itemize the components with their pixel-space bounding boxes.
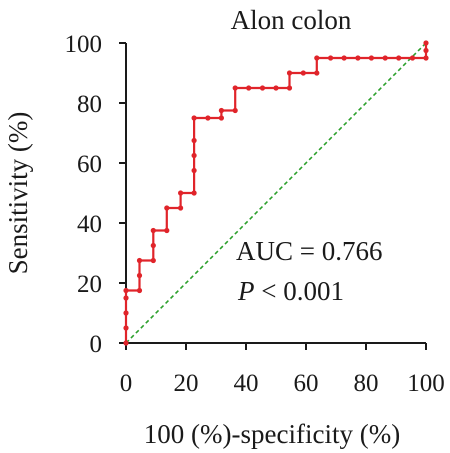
roc-point [273, 85, 279, 91]
p-value-text: < 0.001 [255, 276, 344, 306]
roc-point [423, 47, 429, 54]
y-tick-label: 20 [77, 271, 102, 298]
p-value-annotation: P < 0.001 [237, 276, 344, 306]
roc-point [191, 152, 197, 159]
roc-point [191, 167, 197, 174]
roc-point [409, 55, 416, 61]
y-tick-label: 0 [90, 331, 103, 358]
roc-point [286, 85, 293, 91]
roc-point [259, 85, 266, 91]
roc-point [123, 325, 129, 331]
roc-point [136, 272, 143, 279]
roc-point [191, 115, 197, 121]
x-tick-label: 40 [234, 370, 259, 397]
roc-point [368, 55, 374, 61]
roc-point [191, 137, 197, 144]
axis-ticks [119, 42, 427, 350]
roc-point [178, 205, 184, 211]
roc-point [150, 242, 156, 249]
roc-point [123, 295, 129, 301]
roc-point [246, 85, 252, 91]
y-tick-label: 40 [77, 211, 102, 238]
x-tick-labels: 0 20 40 60 80 100 [120, 370, 445, 397]
y-tick-label: 80 [77, 91, 102, 118]
roc-point [178, 190, 184, 196]
roc-point [423, 40, 429, 46]
roc-point [286, 70, 293, 76]
roc-point [423, 55, 429, 61]
roc-point [328, 55, 334, 61]
roc-point [191, 190, 197, 196]
x-tick-label: 60 [294, 370, 319, 397]
x-axis-label: 100 (%)-specificity (%) [144, 419, 400, 449]
x-tick-label: 80 [354, 370, 379, 397]
roc-point [355, 55, 361, 61]
roc-point [314, 55, 320, 61]
p-symbol: P [237, 276, 255, 306]
y-tick-label: 100 [65, 31, 103, 58]
y-axis-label: Sensitivity (%) [3, 112, 33, 275]
roc-point [300, 70, 306, 76]
roc-point [136, 257, 143, 264]
roc-point [136, 287, 143, 294]
roc-point [341, 55, 347, 61]
y-tick-labels: 0 20 40 60 80 100 [65, 31, 103, 358]
x-tick-label: 20 [174, 370, 199, 397]
x-tick-label: 100 [407, 370, 445, 397]
roc-point [218, 115, 224, 121]
x-tick-label: 0 [120, 370, 133, 397]
roc-point [123, 287, 129, 294]
roc-point [164, 205, 170, 211]
chart-title: Alon colon [231, 5, 352, 35]
series-layer [123, 40, 429, 346]
y-tick-label: 60 [77, 151, 102, 178]
roc-point [396, 55, 402, 61]
roc-point [123, 310, 129, 316]
roc-point [314, 70, 320, 76]
roc-point [232, 107, 238, 114]
reference-diagonal-line [125, 42, 427, 344]
roc-point [150, 227, 156, 234]
auc-annotation: AUC = 0.766 [236, 236, 382, 266]
roc-point [232, 85, 238, 91]
roc-point [218, 107, 224, 114]
roc-point [164, 227, 170, 234]
roc-point [205, 115, 211, 121]
roc-point [150, 257, 156, 264]
roc-point [382, 55, 388, 61]
roc-point [123, 340, 129, 346]
